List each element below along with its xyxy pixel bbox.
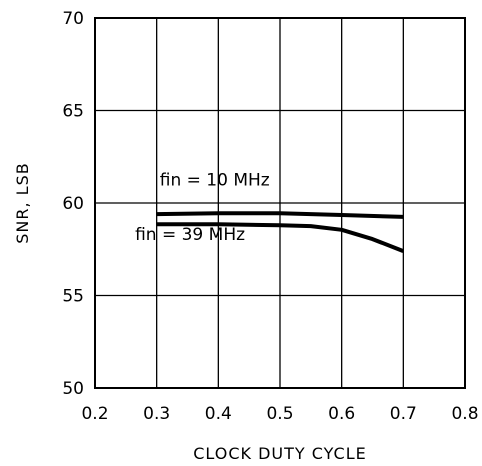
series-line-1	[156, 222, 405, 253]
x-tick-label: 0.8	[451, 404, 478, 424]
x-tick-label: 0.2	[81, 404, 108, 424]
x-tick-label: 0.5	[266, 404, 293, 424]
y-tick-label: 60	[62, 194, 84, 214]
x-tick-label: 0.4	[205, 404, 232, 424]
x-tick-label: 0.3	[143, 404, 170, 424]
y-axis-label: SNR, LSB	[13, 162, 32, 243]
plot-frame	[94, 17, 466, 389]
x-axis-label: CLOCK DUTY CYCLE	[193, 444, 367, 463]
annotation-fin-39mhz: fin = 39 MHz	[135, 225, 245, 245]
y-tick-label: 50	[62, 379, 84, 399]
series-layer	[156, 211, 405, 253]
annotation-fin-10mhz: fin = 10 MHz	[160, 170, 270, 190]
y-tick-label: 70	[62, 9, 84, 29]
tick-labels: 0.2 0.3 0.4 0.5 0.6 0.7 0.8 50 55 60 65 70	[62, 9, 478, 424]
y-tick-label: 65	[62, 102, 84, 122]
series-line-0	[156, 211, 404, 219]
x-tick-label: 0.6	[328, 404, 355, 424]
x-tick-label: 0.7	[390, 404, 417, 424]
y-tick-label: 55	[62, 287, 84, 307]
grid	[95, 18, 465, 388]
